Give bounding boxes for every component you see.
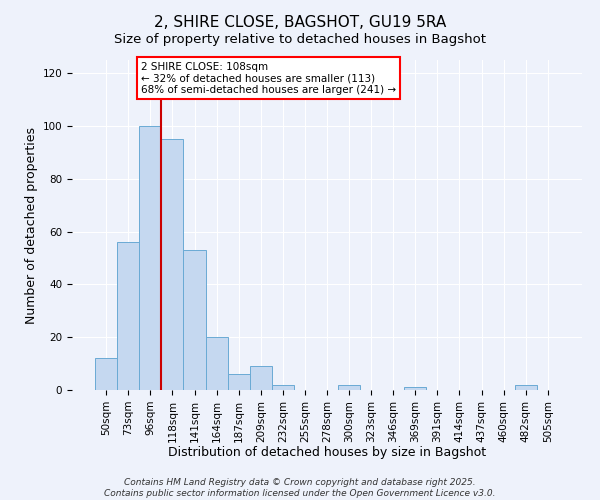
Bar	[272, 384, 294, 390]
Bar	[95, 358, 117, 390]
Text: 2, SHIRE CLOSE, BAGSHOT, GU19 5RA: 2, SHIRE CLOSE, BAGSHOT, GU19 5RA	[154, 15, 446, 30]
Bar	[139, 126, 161, 390]
Bar	[184, 250, 206, 390]
X-axis label: Distribution of detached houses by size in Bagshot: Distribution of detached houses by size …	[168, 446, 486, 459]
Bar	[250, 366, 272, 390]
Bar	[227, 374, 250, 390]
Text: 2 SHIRE CLOSE: 108sqm
← 32% of detached houses are smaller (113)
68% of semi-det: 2 SHIRE CLOSE: 108sqm ← 32% of detached …	[141, 62, 396, 95]
Bar	[338, 384, 360, 390]
Y-axis label: Number of detached properties: Number of detached properties	[25, 126, 38, 324]
Bar	[161, 139, 184, 390]
Text: Size of property relative to detached houses in Bagshot: Size of property relative to detached ho…	[114, 32, 486, 46]
Bar	[404, 388, 427, 390]
Bar	[515, 384, 537, 390]
Bar	[206, 337, 227, 390]
Bar	[117, 242, 139, 390]
Text: Contains HM Land Registry data © Crown copyright and database right 2025.
Contai: Contains HM Land Registry data © Crown c…	[104, 478, 496, 498]
